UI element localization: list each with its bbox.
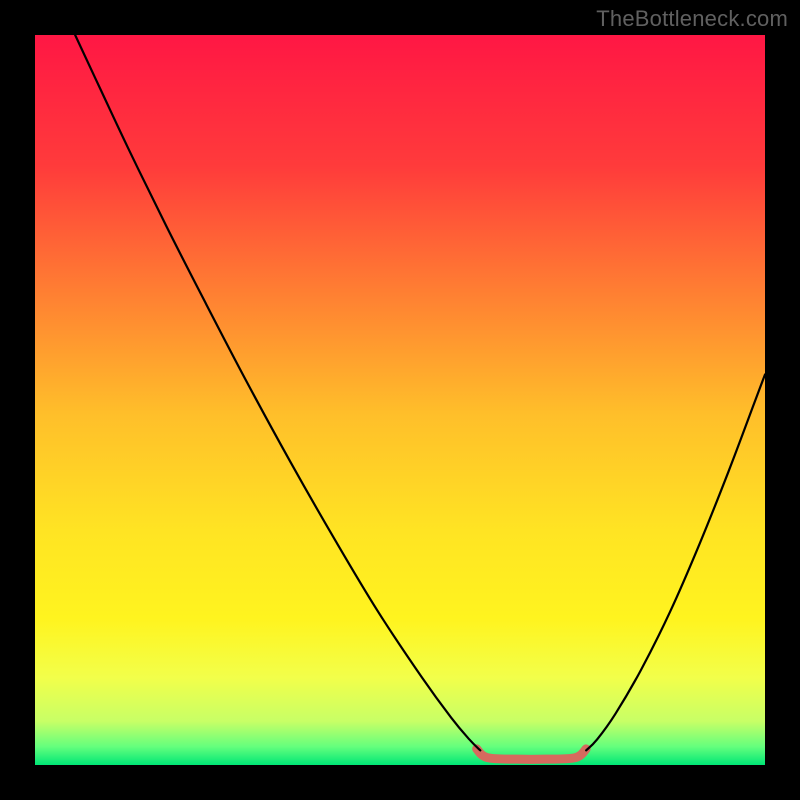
plot-area [35, 35, 765, 765]
chart-frame: TheBottleneck.com [0, 0, 800, 800]
gradient-background [35, 35, 765, 765]
bottleneck-curve-chart [35, 35, 765, 765]
watermark-text: TheBottleneck.com [596, 6, 788, 32]
